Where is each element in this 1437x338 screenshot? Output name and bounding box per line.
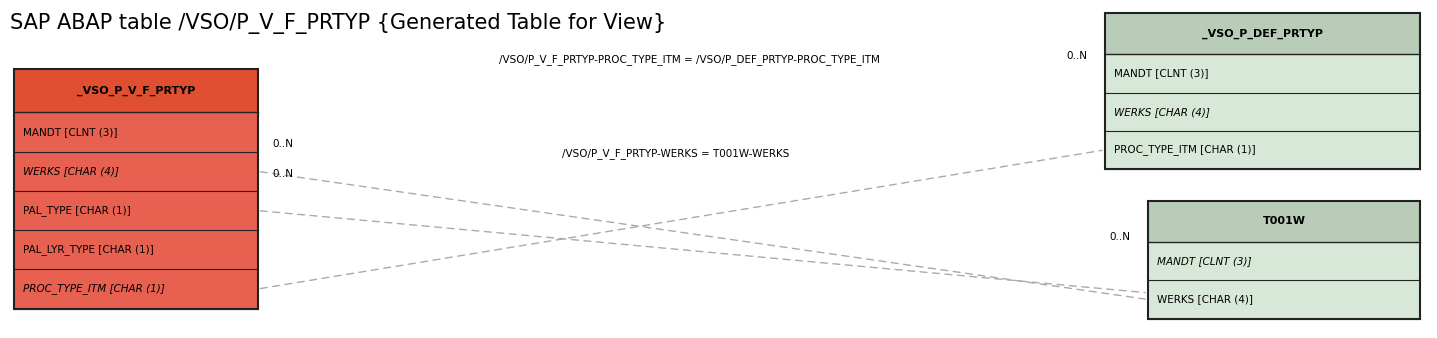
Bar [1148,200,1420,242]
Text: MANDT [CLNT (3)]: MANDT [CLNT (3)] [1157,256,1252,266]
Text: _VSO_P_V_F_PRTYP: _VSO_P_V_F_PRTYP [76,86,195,96]
Bar [14,269,257,309]
Text: MANDT [CLNT (3)]: MANDT [CLNT (3)] [1114,68,1209,78]
Text: PAL_TYPE [CHAR (1)]: PAL_TYPE [CHAR (1)] [23,205,131,216]
Bar [1105,54,1420,93]
Text: PROC_TYPE_ITM [CHAR (1)]: PROC_TYPE_ITM [CHAR (1)] [1114,144,1255,155]
Text: /VSO/P_V_F_PRTYP-WERKS = T001W-WERKS: /VSO/P_V_F_PRTYP-WERKS = T001W-WERKS [562,149,789,160]
Text: 0..N: 0..N [272,169,293,179]
Bar [1105,13,1420,54]
Text: /VSO/P_V_F_PRTYP-PROC_TYPE_ITM = /VSO/P_DEF_PRTYP-PROC_TYPE_ITM: /VSO/P_V_F_PRTYP-PROC_TYPE_ITM = /VSO/P_… [500,54,881,65]
Bar [1148,280,1420,319]
Bar [14,152,257,191]
Text: MANDT [CLNT (3)]: MANDT [CLNT (3)] [23,127,118,137]
Text: WERKS [CHAR (4)]: WERKS [CHAR (4)] [23,166,119,176]
Bar [14,69,257,113]
Bar [14,230,257,269]
Text: 0..N: 0..N [272,139,293,149]
Bar [14,113,257,152]
Text: PAL_LYR_TYPE [CHAR (1)]: PAL_LYR_TYPE [CHAR (1)] [23,244,154,255]
Text: WERKS [CHAR (4)]: WERKS [CHAR (4)] [1114,107,1210,117]
Bar [1105,13,1420,169]
Bar [1105,93,1420,131]
Text: SAP ABAP table /VSO/P_V_F_PRTYP {Generated Table for View}: SAP ABAP table /VSO/P_V_F_PRTYP {Generat… [10,13,667,34]
Text: 0..N: 0..N [1109,232,1131,242]
Bar [1148,242,1420,280]
Bar [1105,131,1420,169]
Bar [14,191,257,230]
Text: 0..N: 0..N [1066,51,1088,61]
Bar [14,69,257,309]
Text: _VSO_P_DEF_PRTYP: _VSO_P_DEF_PRTYP [1201,28,1323,39]
Text: WERKS [CHAR (4)]: WERKS [CHAR (4)] [1157,294,1253,305]
Text: T001W: T001W [1263,216,1305,226]
Text: PROC_TYPE_ITM [CHAR (1)]: PROC_TYPE_ITM [CHAR (1)] [23,284,165,294]
Bar [1148,200,1420,319]
